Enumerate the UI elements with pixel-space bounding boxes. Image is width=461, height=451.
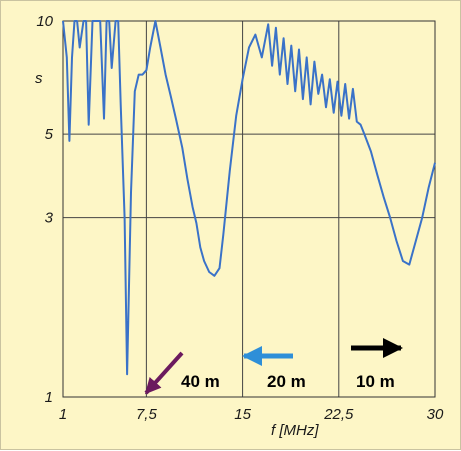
y-tick-label: 3 xyxy=(45,210,54,227)
y-axis-label: s xyxy=(35,70,43,87)
x-tick-label: 30 xyxy=(427,406,444,423)
label-10m: 10 m xyxy=(356,372,395,391)
band-annotations: 40 m 20 m 10 m xyxy=(144,338,403,395)
arrow-40m xyxy=(144,351,184,395)
plot-area xyxy=(63,21,435,397)
y-tick-label: 1 xyxy=(45,389,53,406)
y-tick-labels: 10 5 3 1 xyxy=(36,13,53,406)
x-axis-label: f [MHz] xyxy=(271,422,319,439)
series-line xyxy=(62,20,436,376)
label-20m: 20 m xyxy=(267,372,306,391)
x-tick-label: 15 xyxy=(234,406,251,423)
label-40m: 40 m xyxy=(181,372,220,391)
plot-border xyxy=(62,20,436,398)
x-tick-label: 22,5 xyxy=(323,406,354,423)
x-tick-label: 1 xyxy=(59,406,67,423)
x-tick-labels: 1 7,5 15 22,5 30 xyxy=(59,406,444,423)
x-tick-label: 7,5 xyxy=(136,406,158,423)
y-tick-label: 5 xyxy=(45,126,54,143)
y-tick-label: 10 xyxy=(36,13,53,30)
